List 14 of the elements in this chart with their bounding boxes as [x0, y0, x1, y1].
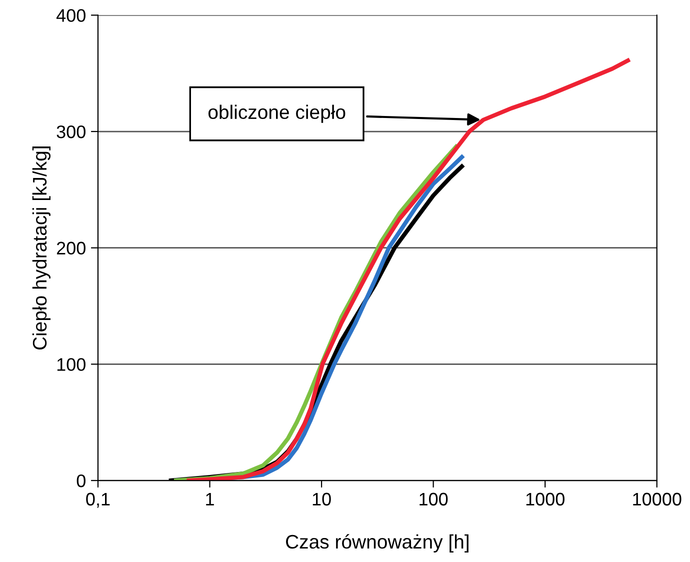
x-tick-label: 0,1: [86, 492, 110, 508]
y-tick-label: 400: [56, 9, 86, 22]
y-tick-label: 300: [56, 125, 86, 138]
y-tick-label: 200: [56, 242, 86, 255]
y-tick-label: 100: [57, 358, 86, 371]
x-tick-label: 1: [206, 492, 214, 506]
x-tick-label: 10: [312, 492, 331, 506]
y-tick-label: 0: [76, 474, 86, 488]
x-tick-label: 1000: [526, 492, 564, 506]
annotation: obliczone ciepło: [208, 104, 346, 123]
x-tick-label: 10000: [633, 492, 682, 506]
x-axis-title: Czas równoważny [h]: [286, 534, 468, 552]
y-axis-title: Ciepło hydratacji [kJ/kg]: [32, 146, 50, 350]
x-tick-label: 100: [420, 492, 448, 506]
